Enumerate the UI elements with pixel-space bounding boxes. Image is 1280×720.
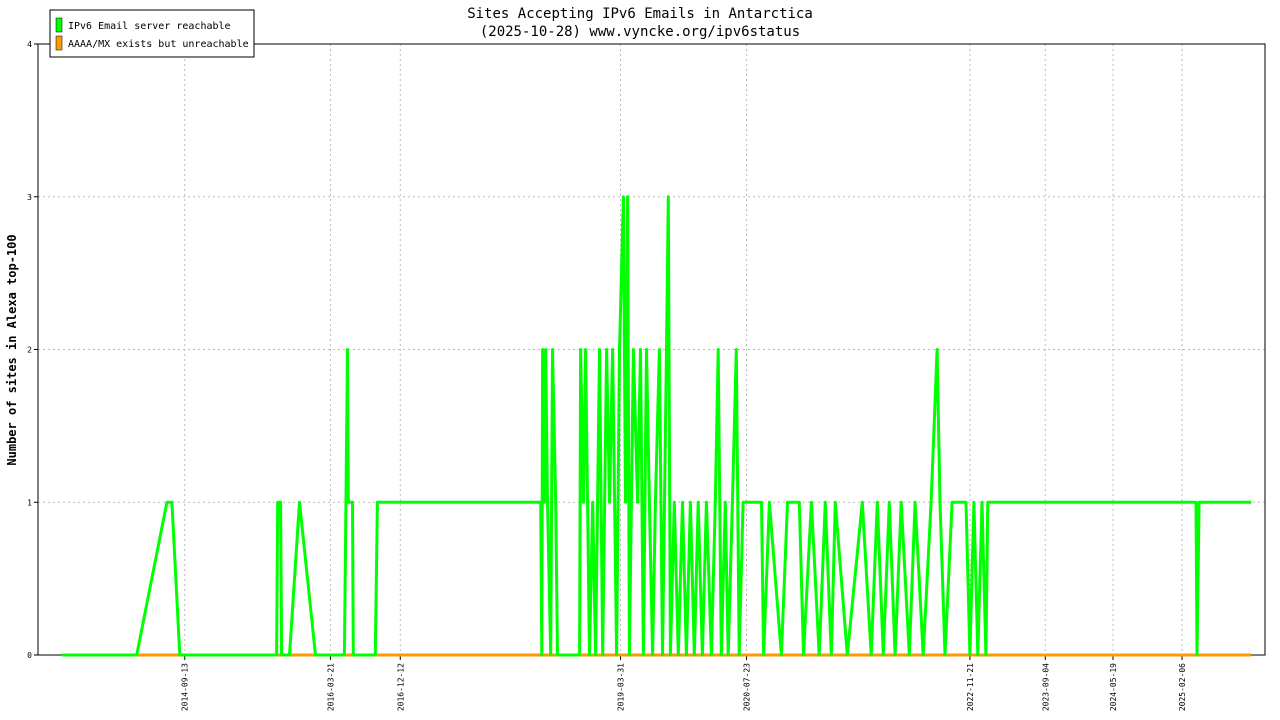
legend-box — [49, 9, 255, 58]
x-tick-label: 2024-05-19 — [1109, 663, 1118, 711]
x-tick-label: 2016-12-12 — [396, 663, 405, 711]
legend-label: IPv6 Email server reachable — [68, 21, 231, 32]
x-tick-label: 2014-09-13 — [181, 663, 190, 711]
y-tick-label: 4 — [27, 40, 32, 49]
data-line — [61, 195, 1252, 657]
x-tick-label: 2022-11-21 — [966, 663, 975, 711]
legend-swatch — [55, 17, 63, 33]
y-tick-label: 3 — [27, 193, 32, 202]
chart-subtitle: (2025-10-28) www.vyncke.org/ipv6status — [480, 24, 800, 40]
x-tick-label: 2016-03-21 — [326, 663, 335, 711]
x-tick-label: 2023-09-04 — [1041, 663, 1050, 711]
legend: IPv6 Email server reachable AAAA/MX exist… — [49, 9, 255, 58]
x-tick-label: 2020-07-23 — [743, 663, 752, 711]
y-axis-label: Number of sites in Alexa top-100 — [5, 234, 19, 465]
chart-title: Sites Accepting IPv6 Emails in Antarctic… — [467, 6, 813, 22]
legend-swatch — [55, 35, 63, 51]
x-tick-label: 2025-02-06 — [1178, 663, 1187, 711]
y-tick-label: 1 — [27, 498, 32, 507]
legend-label: AAAA/MX exists but unreachable — [68, 39, 249, 50]
x-tick-label: 2019-03-31 — [617, 663, 626, 711]
y-tick-label: 2 — [27, 346, 32, 355]
y-tick-label: 0 — [27, 651, 32, 660]
